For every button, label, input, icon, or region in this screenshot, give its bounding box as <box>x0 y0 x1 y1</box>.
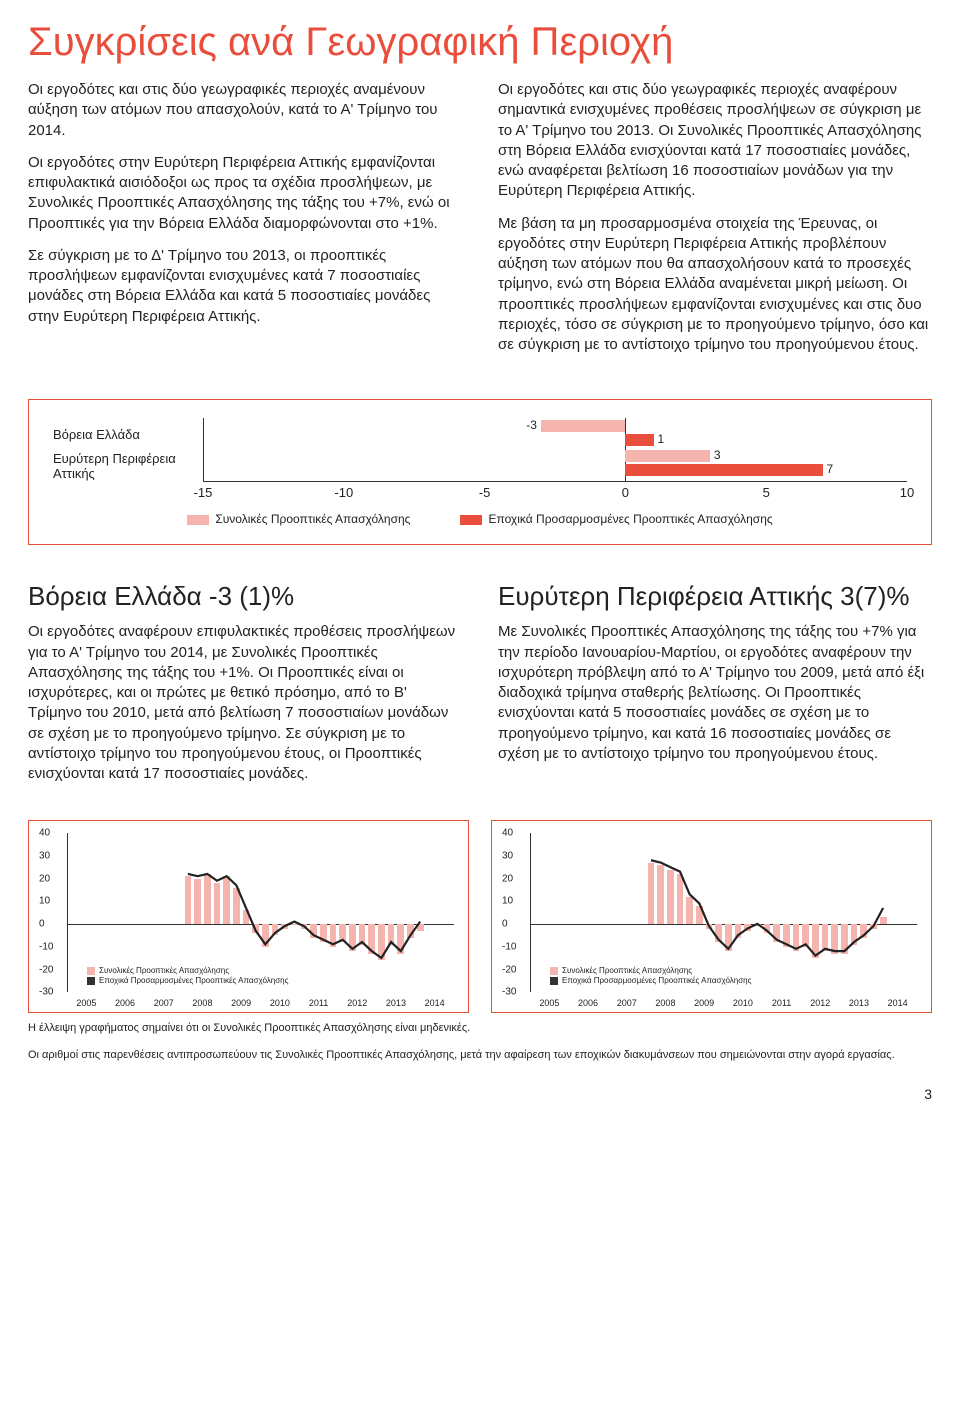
hbar-bar <box>541 420 625 432</box>
hbar-tick: -10 <box>334 485 353 500</box>
hbar-legend: Συνολικές Προοπτικές Απασχόλησης Εποχικά… <box>53 512 907 526</box>
hbar-label-1: Ευρύτερη Περιφέρεια Αττικής <box>53 450 203 484</box>
hbar-value: 1 <box>658 432 665 446</box>
intro-right-p2: Με βάση τα μη προσαρμοσμένα στοιχεία της… <box>498 214 932 356</box>
hbar-tick: -5 <box>479 485 491 500</box>
region-hbar-chart: Βόρεια Ελλάδα Ευρύτερη Περιφέρεια Αττική… <box>28 399 932 545</box>
hbar-tick: 0 <box>622 485 629 500</box>
hbar-value: 7 <box>827 462 834 476</box>
region-0-body: Οι εργοδότες αναφέρουν επιφυλακτικές προ… <box>28 622 462 784</box>
intro-right-p1: Οι εργοδότες και στις δύο γεωγραφικές πε… <box>498 80 932 202</box>
hbar-value: -3 <box>526 418 537 432</box>
hbar-bar <box>625 464 822 476</box>
hbar-bar <box>625 434 653 446</box>
legend-swatch-light <box>187 515 209 525</box>
footnote-0: Η έλλειψη γραφήματος σημαίνει ότι οι Συν… <box>28 1021 932 1035</box>
ts-legend: Συνολικές Προοπτικές ΑπασχόλησηςΕποχικά … <box>550 966 751 987</box>
region-1-heading: Ευρύτερη Περιφέρεια Αττικής 3(7)% <box>498 581 932 612</box>
legend-label-dark: Εποχικά Προσαρμοσμένες Προοπτικές Απασχό… <box>488 512 772 526</box>
hbar-tick: 5 <box>763 485 770 500</box>
intro-left-p3: Σε σύγκριση με το Δ' Τρίμηνο του 2013, ο… <box>28 246 462 327</box>
page-number: 3 <box>28 1086 932 1102</box>
timeseries-row: 403020100-10-20-302005200620072008200920… <box>28 820 932 1013</box>
intro-columns: Οι εργοδότες και στις δύο γεωγραφικές πε… <box>28 80 932 367</box>
timeseries-0: 403020100-10-20-302005200620072008200920… <box>28 820 469 1013</box>
region-details: Βόρεια Ελλάδα -3 (1)% Οι εργοδότες αναφέ… <box>28 545 932 796</box>
hbar-tick: 10 <box>900 485 914 500</box>
ts-legend: Συνολικές Προοπτικές ΑπασχόλησηςΕποχικά … <box>87 966 288 987</box>
hbar-tick: -15 <box>194 485 213 500</box>
legend-swatch-dark <box>460 515 482 525</box>
intro-left-p2: Οι εργοδότες στην Ευρύτερη Περιφέρεια Ατ… <box>28 153 462 234</box>
intro-right: Οι εργοδότες και στις δύο γεωγραφικές πε… <box>498 80 932 367</box>
intro-left: Οι εργοδότες και στις δύο γεωγραφικές πε… <box>28 80 462 367</box>
timeseries-1: 403020100-10-20-302005200620072008200920… <box>491 820 932 1013</box>
region-0-heading: Βόρεια Ελλάδα -3 (1)% <box>28 581 462 612</box>
hbar-label-0: Βόρεια Ελλάδα <box>53 420 203 450</box>
footnote-1: Οι αριθμοί στις παρενθέσεις αντιπροσωπεύ… <box>28 1048 932 1062</box>
hbar-value: 3 <box>714 448 721 462</box>
legend-label-light: Συνολικές Προοπτικές Απασχόλησης <box>215 512 410 526</box>
page-title: Συγκρίσεις ανά Γεωγραφική Περιοχή <box>28 20 932 64</box>
intro-left-p1: Οι εργοδότες και στις δύο γεωγραφικές πε… <box>28 80 462 141</box>
region-1-body: Με Συνολικές Προοπτικές Απασχόλησης της … <box>498 622 932 764</box>
hbar-bar <box>625 450 709 462</box>
